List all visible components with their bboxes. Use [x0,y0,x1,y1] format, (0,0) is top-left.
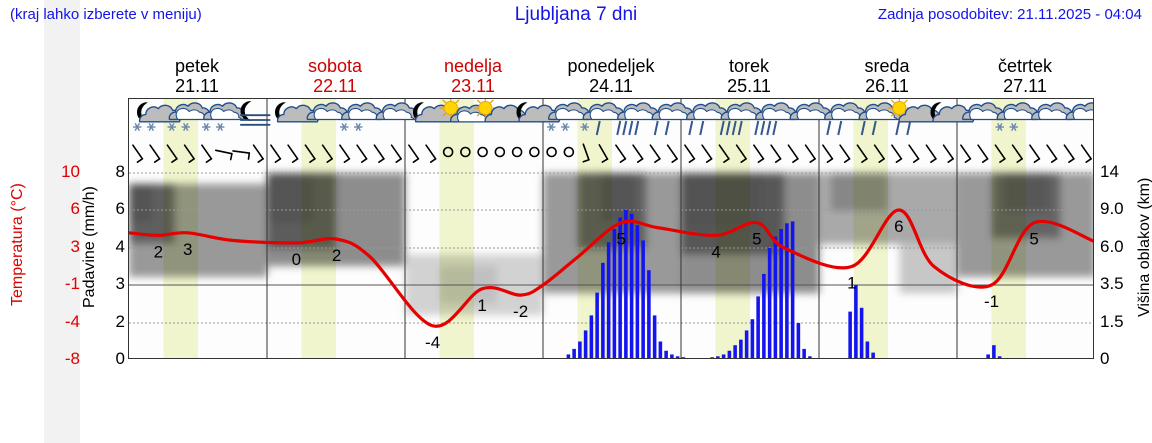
svg-text:5: 5 [1029,230,1038,249]
svg-text:0: 0 [292,250,301,269]
svg-text:-4: -4 [425,333,440,352]
svg-text:-1: -1 [984,292,999,311]
svg-text:3: 3 [183,240,192,259]
svg-text:5: 5 [616,230,625,249]
svg-text:6: 6 [894,217,903,236]
svg-text:4: 4 [711,242,720,261]
svg-text:-2: -2 [513,302,528,321]
svg-text:2: 2 [332,246,341,265]
svg-text:2: 2 [154,242,163,261]
svg-text:1: 1 [847,274,856,293]
svg-text:1: 1 [477,296,486,315]
svg-text:5: 5 [752,230,761,249]
